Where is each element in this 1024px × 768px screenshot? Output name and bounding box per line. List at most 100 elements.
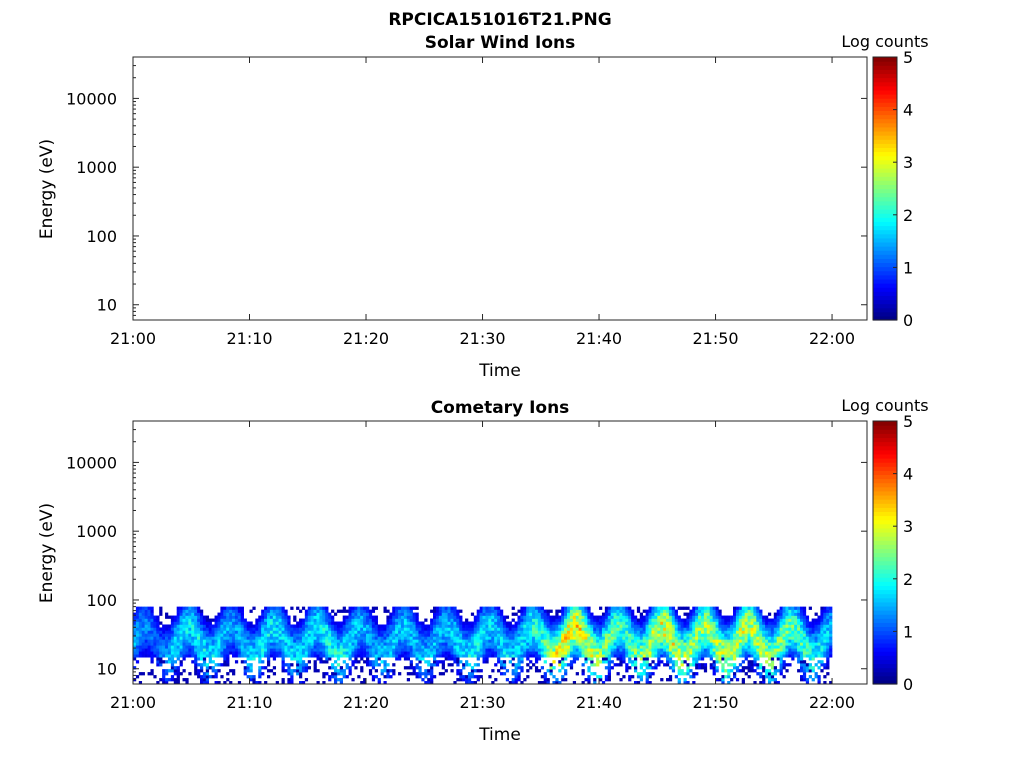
spectrogram-cell [791, 618, 795, 622]
spectrogram-cell [666, 606, 670, 610]
spectrogram-cell [680, 621, 684, 625]
spectrogram-cell [202, 657, 207, 661]
spectrogram-cell [214, 624, 218, 628]
spectrogram-cell [293, 651, 297, 655]
spectrogram-cell [371, 639, 376, 643]
spectrogram-cell [406, 639, 411, 643]
spectrogram-cell [561, 678, 565, 682]
spectrogram-cell [581, 651, 585, 655]
spectrogram-cell [476, 636, 480, 640]
spectrogram-cell [418, 648, 422, 652]
spectrogram-cell [427, 630, 431, 634]
spectrogram-cell [307, 630, 311, 634]
spectrogram-cell [360, 681, 364, 685]
spectrogram-cell [566, 627, 571, 631]
spectrogram-cell [223, 624, 227, 628]
spectrogram-cell [651, 627, 655, 631]
spectrogram-cell [275, 636, 279, 640]
spectrogram-cell [686, 630, 690, 634]
spectrogram-cell [459, 651, 463, 655]
spectrogram-cell [159, 642, 163, 646]
spectrogram-cell [182, 657, 186, 661]
spectrogram-cell [299, 636, 303, 640]
spectrogram-cell [558, 645, 562, 649]
spectrogram-cell [791, 657, 795, 661]
spectrogram-cell [712, 618, 716, 622]
spectrogram-cell [156, 639, 160, 643]
spectrogram-cell [645, 666, 649, 670]
spectrogram-cell [549, 654, 553, 658]
spectrogram-cell [240, 651, 244, 655]
spectrogram-cell [733, 624, 737, 628]
spectrogram-cell [447, 606, 451, 610]
spectrogram-cell [800, 654, 804, 658]
spectrogram-cell [293, 627, 297, 631]
spectrogram-cell [773, 666, 778, 670]
spectrogram-cell [648, 630, 652, 634]
spectrogram-cell [205, 639, 210, 643]
spectrogram-cell [304, 636, 309, 640]
spectrogram-cell [700, 639, 705, 643]
spectrogram-cell [829, 621, 833, 625]
spectrogram-cell [674, 645, 678, 649]
spectrogram-cell [438, 618, 443, 622]
colorbar-segment [873, 139, 897, 144]
spectrogram-cell [532, 636, 536, 640]
spectrogram-cell [150, 660, 154, 664]
spectrogram-cell [610, 645, 614, 649]
spectrogram-cell [421, 630, 425, 634]
spectrogram-cell [182, 609, 186, 613]
spectrogram-cell [205, 627, 210, 631]
spectrogram-cell [773, 669, 778, 673]
spectrogram-cell [220, 636, 224, 640]
spectrogram-cell [293, 633, 297, 637]
spectrogram-cell [441, 615, 445, 619]
spectrogram-cell [505, 636, 510, 640]
spectrogram-cell [185, 681, 189, 685]
spectrogram-cell [526, 621, 530, 625]
spectrogram-cell [281, 642, 285, 646]
spectrogram-cell [456, 651, 460, 655]
spectrogram-cell [485, 636, 489, 640]
spectrogram-cell [398, 630, 402, 634]
spectrogram-cell [735, 645, 740, 649]
spectrogram-cell [194, 648, 198, 652]
spectrogram-cell [587, 657, 591, 661]
spectrogram-cell [383, 606, 387, 610]
spectrogram-cell [791, 654, 795, 658]
colorbar-segment [873, 675, 897, 681]
spectrogram-cell [575, 618, 579, 622]
spectrogram-cell [587, 621, 591, 625]
spectrogram-cell [543, 642, 547, 646]
spectrogram-cell [668, 627, 673, 631]
spectrogram-cell [718, 618, 722, 622]
spectrogram-cell [767, 630, 772, 634]
spectrogram-cell [715, 645, 719, 649]
spectrogram-cell [779, 654, 783, 658]
spectrogram-cell [424, 618, 428, 622]
spectrogram-cell [511, 612, 515, 616]
spectrogram-cell [456, 657, 460, 661]
colorbar-segment [873, 503, 897, 508]
spectrogram-cell [258, 660, 262, 664]
spectrogram-cell [371, 645, 376, 649]
spectrogram-cell [266, 675, 271, 679]
spectrogram-cell [167, 645, 172, 649]
spectrogram-cell [566, 621, 571, 625]
spectrogram-cell [642, 618, 646, 622]
spectrogram-cell [141, 648, 145, 652]
spectrogram-cell [331, 630, 335, 634]
spectrogram-cell [817, 618, 821, 622]
spectrogram-cell [779, 648, 783, 652]
spectrogram-cell [246, 624, 250, 628]
spectrogram-cell [590, 615, 594, 619]
spectrogram-cell [435, 627, 440, 631]
spectrogram-cell [762, 681, 766, 685]
spectrogram-cell [625, 618, 629, 622]
spectrogram-cell [494, 624, 498, 628]
spectrogram-cell [721, 657, 725, 661]
spectrogram-cell [319, 633, 323, 637]
spectrogram-cell [234, 609, 239, 613]
spectrogram-cell [470, 639, 475, 643]
spectrogram-cell [199, 609, 204, 613]
